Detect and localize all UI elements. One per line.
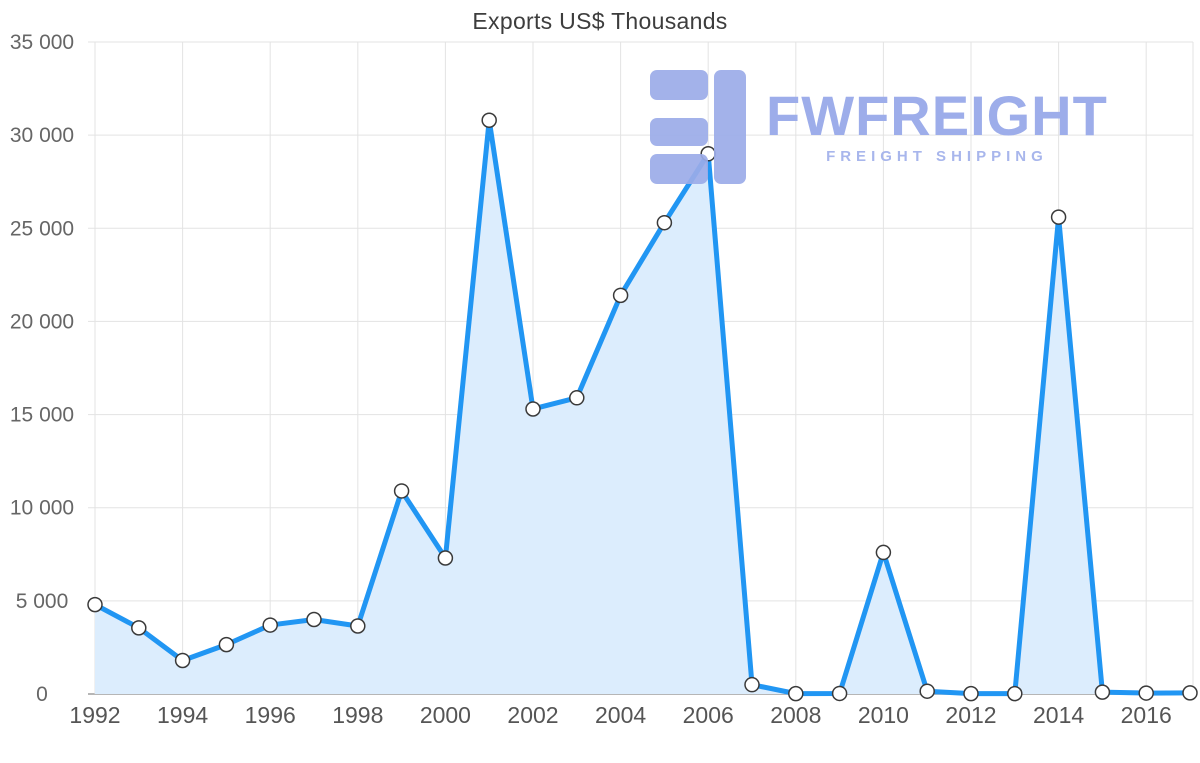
chart-title: Exports US$ Thousands (472, 8, 728, 34)
data-point-marker (393, 483, 410, 499)
y-tick-label: 15 000 (10, 404, 74, 427)
y-tick-label: 30 000 (10, 124, 74, 147)
data-point-marker (1094, 684, 1111, 700)
data-point-marker (875, 544, 892, 561)
x-tick-label: 2014 (1033, 702, 1084, 728)
data-point-marker (1138, 685, 1154, 701)
x-tick-label: 2008 (770, 702, 821, 728)
y-tick-label: 25 000 (10, 217, 74, 240)
x-tick-label: 1992 (69, 702, 120, 728)
data-point-marker (656, 214, 673, 231)
data-point-marker (1007, 685, 1023, 702)
data-point-marker (350, 618, 366, 634)
x-tick-label: 1998 (332, 702, 383, 728)
x-tick-label: 2004 (595, 702, 646, 728)
data-point-marker (919, 683, 935, 699)
y-tick-label: 35 000 (10, 31, 74, 54)
y-tick-label: 10 000 (10, 497, 74, 520)
data-point-marker (131, 620, 147, 636)
data-point-marker (569, 390, 585, 406)
x-tick-label: 2006 (683, 702, 734, 728)
y-tick-label: 5 000 (16, 590, 69, 613)
x-tick-label: 2010 (858, 702, 909, 728)
x-tick-label: 2016 (1121, 702, 1172, 728)
data-point-marker (174, 652, 191, 669)
data-point-marker (700, 146, 716, 162)
data-point-marker (525, 401, 541, 417)
data-point-marker (963, 685, 979, 702)
data-point-marker (1050, 209, 1067, 225)
data-point-marker (218, 636, 235, 653)
data-point-marker (788, 685, 804, 702)
series-area (95, 120, 1190, 695)
data-point-marker (744, 676, 760, 693)
x-tick-label: 1996 (245, 702, 296, 728)
y-tick-label: 20 000 (10, 310, 74, 333)
data-point-marker (831, 685, 848, 702)
x-tick-label: 2012 (945, 702, 996, 728)
data-point-marker (87, 596, 103, 613)
data-point-marker (306, 611, 322, 628)
data-point-marker (1182, 685, 1198, 701)
data-point-marker (262, 617, 278, 633)
data-point-marker (481, 112, 497, 128)
y-tick-label: 0 (36, 683, 48, 706)
x-tick-label: 2000 (420, 702, 471, 728)
data-point-marker (612, 287, 629, 304)
data-point-marker (437, 550, 454, 566)
x-tick-label: 1994 (157, 702, 208, 728)
x-tick-label: 2002 (507, 702, 558, 728)
